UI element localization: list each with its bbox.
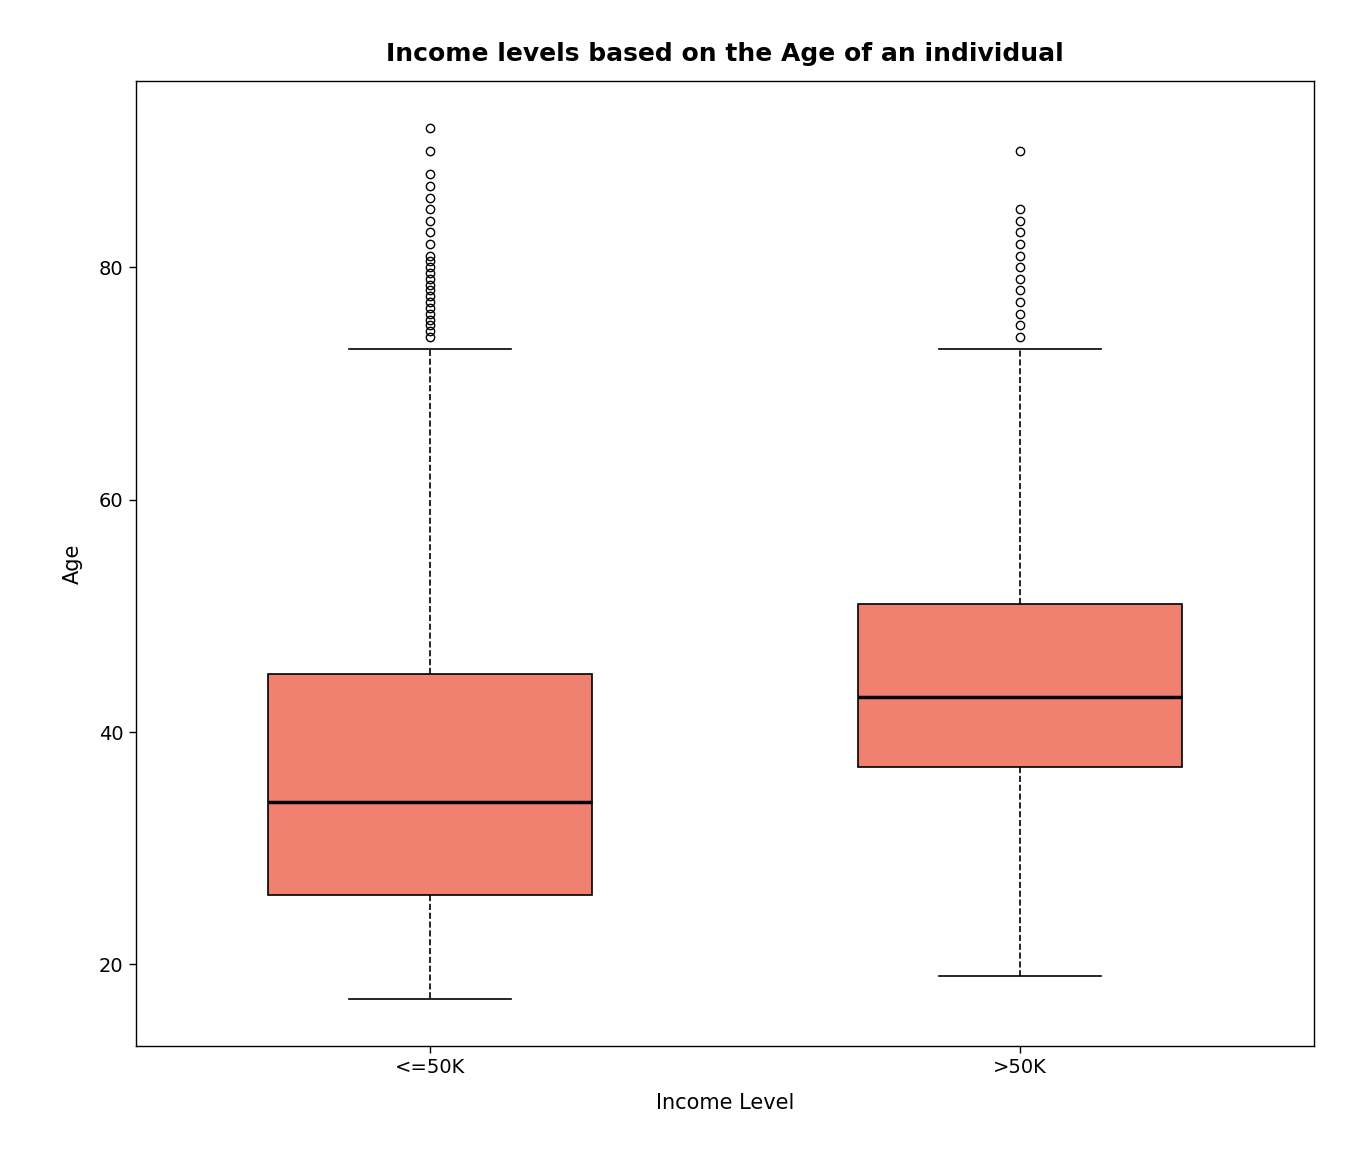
X-axis label: Income Level: Income Level [656,1093,794,1113]
PathPatch shape [858,604,1182,767]
Y-axis label: Age: Age [62,544,83,583]
Title: Income levels based on the Age of an individual: Income levels based on the Age of an ind… [386,42,1064,65]
PathPatch shape [268,674,592,895]
